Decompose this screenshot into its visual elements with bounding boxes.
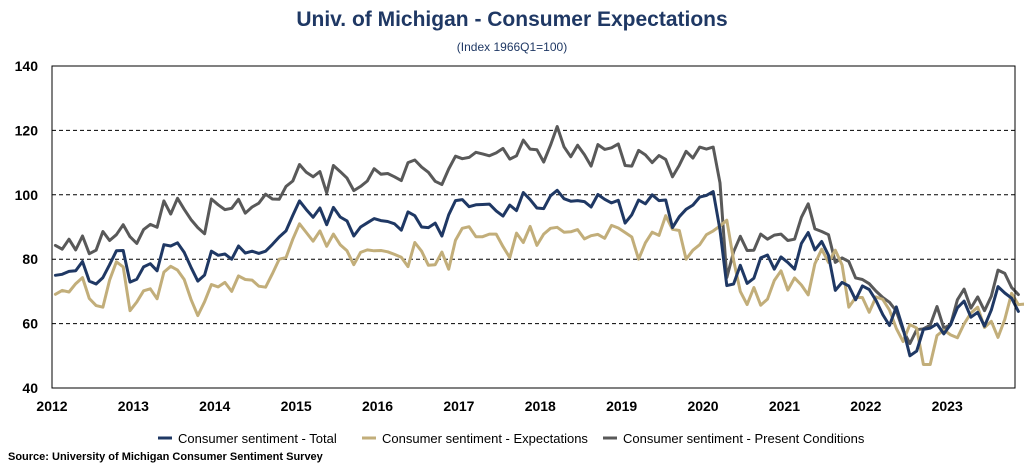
x-tick-label: 2016 — [362, 398, 393, 414]
legend: Consumer sentiment - Total Consumer senti… — [158, 431, 865, 446]
x-tick-label: 2013 — [118, 398, 149, 414]
source-note: Source: University of Michigan Consumer … — [8, 451, 324, 463]
series-layer — [53, 125, 1024, 366]
y-tick-label: 120 — [15, 122, 39, 138]
y-tick-label: 40 — [22, 380, 38, 396]
y-tick-label: 140 — [15, 58, 39, 74]
x-tick-label: 2023 — [932, 398, 963, 414]
x-tick-label: 2019 — [606, 398, 637, 414]
x-tick-label: 2015 — [281, 398, 312, 414]
y-tick-label: 60 — [22, 316, 38, 332]
chart-title: Univ. of Michigan - Consumer Expectation… — [296, 8, 727, 31]
legend-label-3: Consumer sentiment - Present Conditions — [623, 431, 865, 446]
series-line-3 — [53, 125, 1020, 346]
x-tick-label: 2014 — [199, 398, 230, 414]
x-tick-label: 2018 — [525, 398, 556, 414]
x-tick-label: 2017 — [443, 398, 474, 414]
series-line-1 — [53, 188, 1020, 358]
x-tick-label: 2020 — [687, 398, 718, 414]
plot-frame — [51, 65, 1016, 389]
series-line-2 — [53, 214, 1024, 366]
legend-label-1: Consumer sentiment - Total — [178, 431, 337, 446]
x-tick-label: 2022 — [850, 398, 881, 414]
chart-subtitle: (Index 1966Q1=100) — [457, 40, 567, 54]
x-tick-label: 2021 — [769, 398, 800, 414]
x-axis-ticks: 2012 2013 2014 2015 2016 2017 2018 2019 2020 2021… — [36, 398, 963, 414]
y-tick-label: 100 — [15, 187, 39, 203]
legend-label-2: Consumer sentiment - Expectations — [382, 431, 588, 446]
y-axis-ticks: 40 60 80 100 120 140 — [15, 58, 39, 396]
x-tick-label: 2012 — [36, 398, 67, 414]
y-tick-label: 80 — [22, 251, 38, 267]
